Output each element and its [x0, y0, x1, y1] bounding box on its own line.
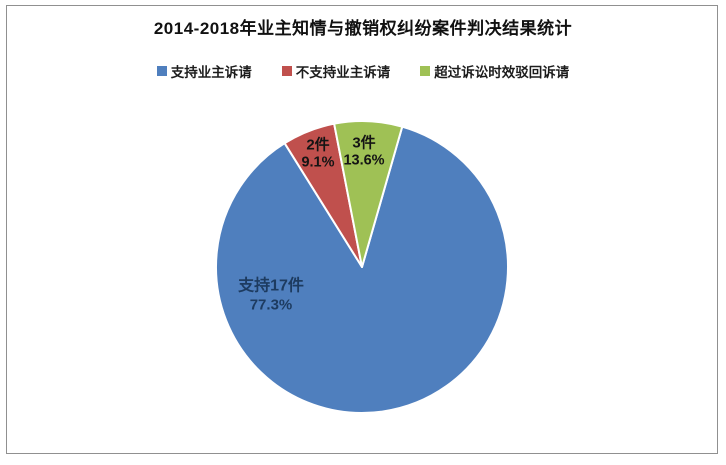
pie-slice-label-time-barred: 3件 13.6% — [343, 135, 384, 170]
pie-slice-0 — [215, 125, 509, 414]
legend-swatch-icon — [420, 66, 431, 76]
legend-label: 不支持业主诉请 — [295, 65, 391, 80]
legend-item-time-barred: 超过诉讼时效驳回诉请 — [420, 61, 569, 81]
slice-count-label: 3件 — [352, 134, 376, 152]
legend-label: 支持业主诉请 — [170, 65, 252, 80]
slice-count-label: 支持17件 — [238, 277, 304, 295]
chart-legend: 支持业主诉请 不支持业主诉请 超过诉讼时效驳回诉请 — [0, 61, 726, 81]
legend-swatch-icon — [156, 66, 167, 76]
chart-title: 2014-2018年业主知情与撤销权纠纷案件判决结果统计 — [153, 19, 573, 38]
slice-pct-label: 77.3% — [249, 296, 293, 314]
pie-slice-label-reject: 2件 9.1% — [301, 137, 334, 172]
slice-pct-label: 9.1% — [301, 154, 335, 171]
legend-swatch-icon — [281, 66, 292, 76]
slice-pct-label: 13.6% — [343, 152, 385, 169]
slice-count-label: 2件 — [306, 136, 330, 154]
legend-item-support: 支持业主诉请 — [156, 61, 252, 81]
legend-item-reject: 不支持业主诉请 — [281, 61, 391, 81]
pie-slice-label-support: 支持17件 77.3% — [238, 278, 304, 315]
pie-slice-2 — [333, 120, 404, 268]
legend-label: 超过诉讼时效驳回诉请 — [434, 65, 570, 80]
